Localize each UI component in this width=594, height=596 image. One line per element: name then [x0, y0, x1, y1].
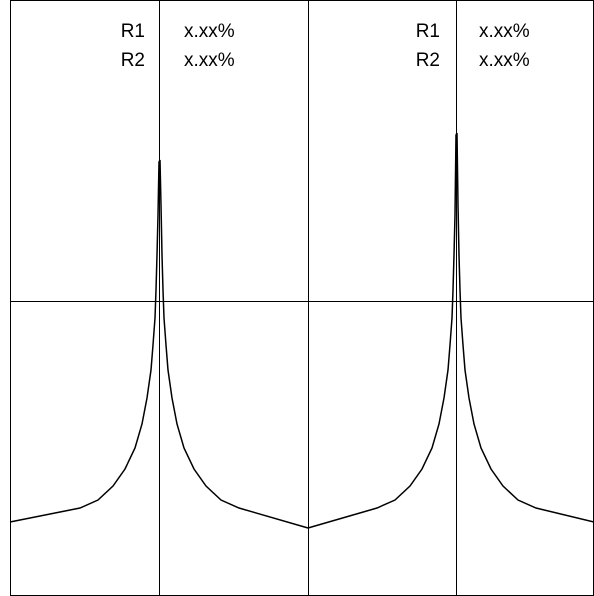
- right-r2-label: R2: [416, 50, 440, 71]
- right-r2-value: x.xx%: [479, 50, 530, 71]
- left-r1-value: x.xx%: [184, 21, 235, 42]
- left-r2-label: R2: [121, 50, 145, 71]
- right-peak-curve: [307, 132, 594, 529]
- right-r1-label: R1: [416, 21, 440, 42]
- left-r1-label: R1: [121, 21, 145, 42]
- left-peak-curve: [9, 159, 309, 529]
- left-r2-value: x.xx%: [184, 50, 235, 71]
- right-r1-value: x.xx%: [479, 21, 530, 42]
- plot-frame: [10, 0, 594, 596]
